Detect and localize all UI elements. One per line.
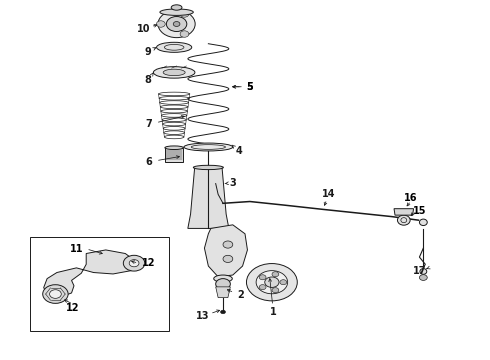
Circle shape — [265, 277, 279, 287]
Text: 14: 14 — [322, 189, 336, 199]
Circle shape — [259, 285, 266, 290]
Text: 12: 12 — [66, 303, 80, 314]
Ellipse shape — [397, 215, 410, 225]
Ellipse shape — [171, 5, 182, 10]
Bar — [165, 148, 183, 162]
Polygon shape — [394, 209, 414, 215]
Circle shape — [223, 241, 233, 248]
Text: 2: 2 — [238, 291, 245, 301]
Circle shape — [129, 260, 139, 267]
Ellipse shape — [153, 67, 195, 78]
Ellipse shape — [419, 219, 427, 226]
Circle shape — [156, 21, 165, 27]
Polygon shape — [204, 225, 247, 277]
Text: 6: 6 — [145, 157, 151, 167]
Circle shape — [256, 271, 288, 294]
Text: 16: 16 — [404, 193, 418, 203]
Circle shape — [272, 272, 279, 277]
Circle shape — [180, 31, 189, 37]
Circle shape — [180, 11, 189, 17]
Ellipse shape — [184, 143, 233, 151]
Circle shape — [280, 280, 287, 285]
Text: 3: 3 — [229, 178, 236, 188]
Circle shape — [272, 288, 279, 293]
Ellipse shape — [420, 269, 427, 274]
Text: 11: 11 — [70, 244, 83, 254]
Polygon shape — [44, 250, 137, 297]
Text: 10: 10 — [137, 24, 150, 34]
Ellipse shape — [165, 146, 183, 149]
Circle shape — [246, 264, 297, 301]
Circle shape — [220, 310, 225, 314]
Text: 8: 8 — [145, 75, 152, 85]
Circle shape — [173, 22, 180, 26]
Text: 5: 5 — [246, 82, 253, 92]
Text: 13: 13 — [196, 311, 210, 321]
Ellipse shape — [163, 69, 185, 76]
Circle shape — [223, 255, 233, 262]
Text: 12: 12 — [142, 258, 155, 268]
Circle shape — [259, 275, 266, 280]
Circle shape — [49, 290, 61, 298]
Text: 1: 1 — [270, 307, 277, 316]
Ellipse shape — [214, 275, 232, 282]
Text: 9: 9 — [145, 46, 151, 57]
Text: 7: 7 — [145, 120, 151, 129]
Circle shape — [158, 10, 195, 38]
Circle shape — [419, 275, 427, 280]
Text: 5: 5 — [246, 82, 253, 92]
Text: 4: 4 — [236, 146, 243, 156]
Polygon shape — [188, 167, 229, 228]
Bar — [30, 237, 169, 330]
Ellipse shape — [216, 279, 230, 289]
Text: 15: 15 — [413, 206, 427, 216]
Polygon shape — [216, 287, 230, 298]
Circle shape — [167, 17, 187, 31]
Circle shape — [43, 285, 68, 303]
Circle shape — [123, 255, 145, 271]
Ellipse shape — [160, 9, 193, 15]
Text: 17: 17 — [413, 266, 427, 276]
Ellipse shape — [193, 165, 223, 170]
Ellipse shape — [157, 42, 192, 52]
